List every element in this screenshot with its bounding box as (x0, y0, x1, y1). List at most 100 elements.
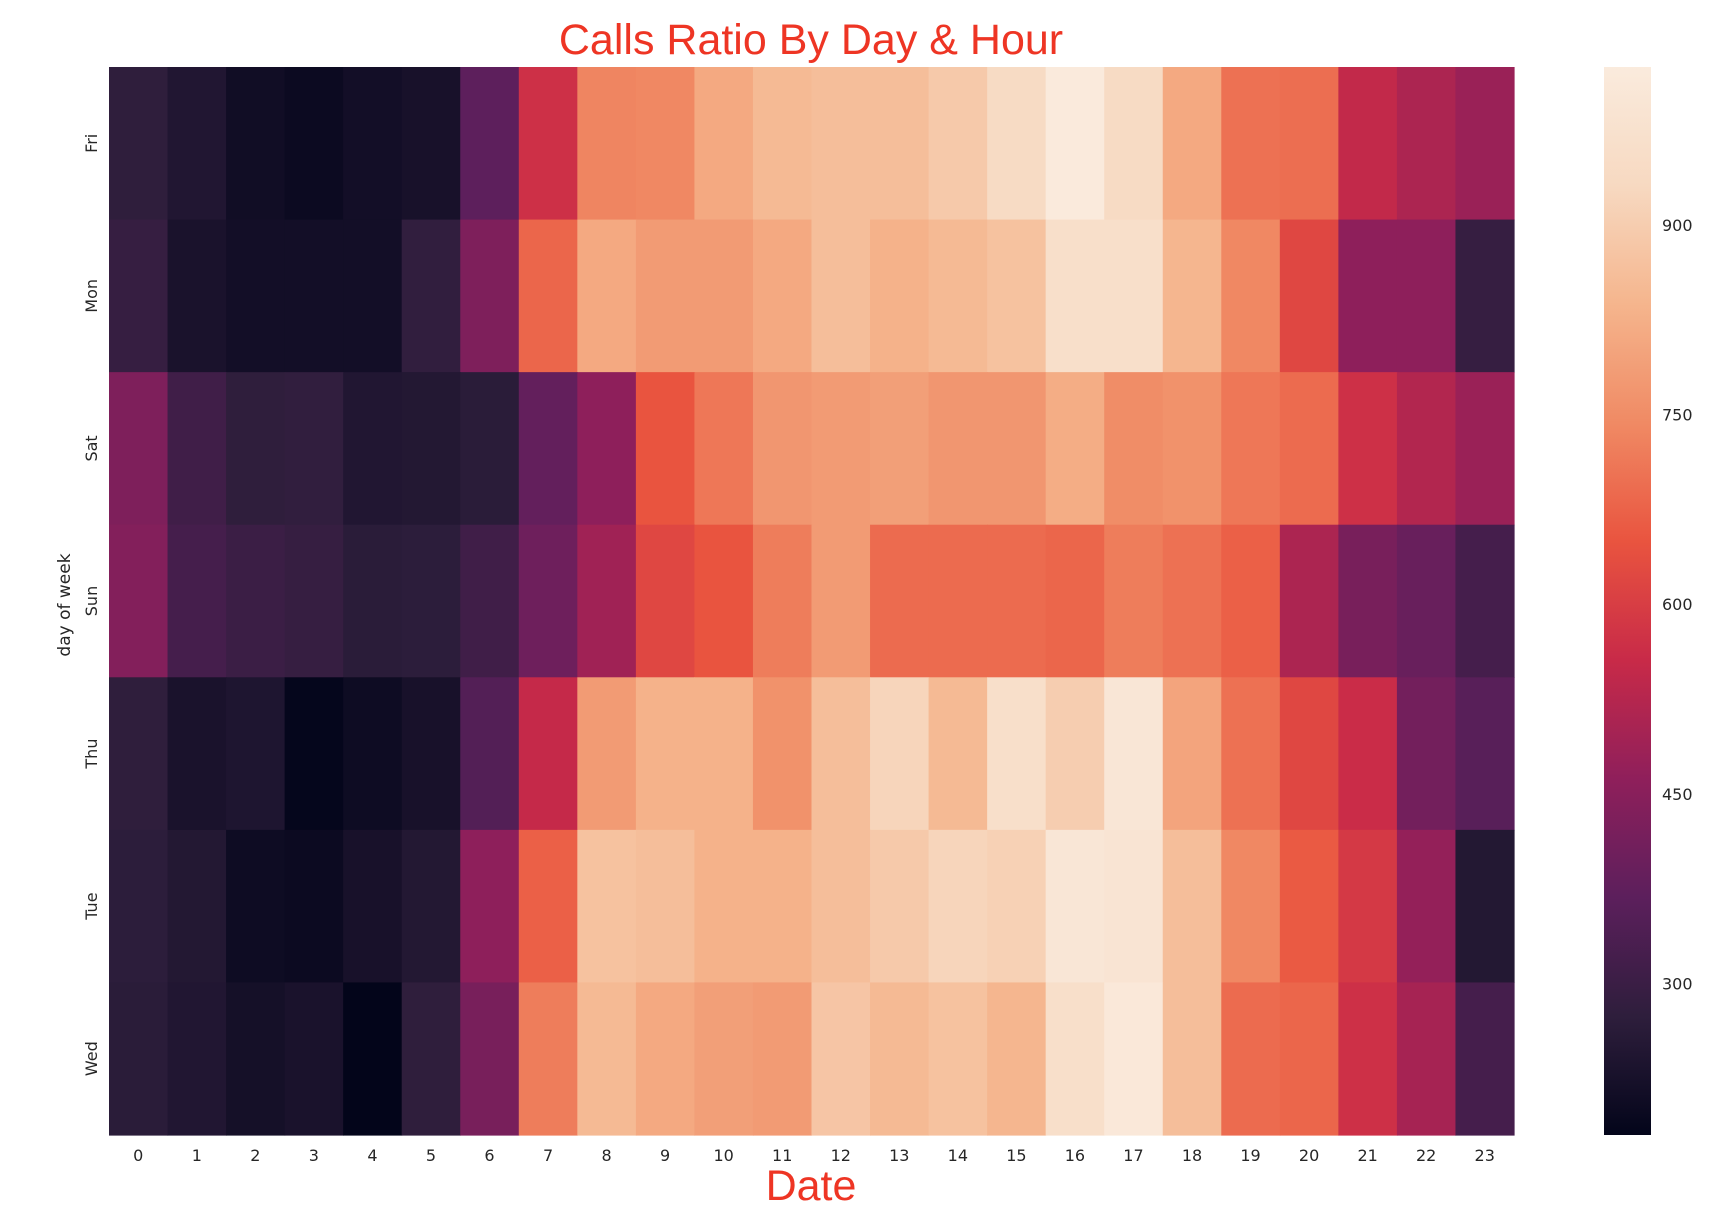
x-tick-label: 7 (543, 1146, 553, 1165)
heatmap-cell-tue-9 (635, 829, 696, 984)
y-tick-label: Wed (82, 1041, 101, 1076)
heatmap-cell-sun-11 (752, 524, 813, 678)
x-tick-label: 12 (831, 1146, 851, 1165)
heatmap-cell-sun-1 (167, 524, 227, 678)
heatmap-cell-sat-18 (1162, 372, 1222, 526)
heatmap-cell-thu-7 (518, 677, 578, 831)
heatmap-cell-sat-15 (987, 372, 1047, 526)
heatmap-cell-fri-20 (1279, 67, 1339, 221)
colorbar-tick-label: 900 (1662, 216, 1693, 235)
heatmap-cell-sun-6 (460, 524, 520, 678)
heatmap-cell-mon-1 (167, 219, 227, 373)
heatmap-cell-mon-8 (577, 219, 637, 373)
heatmap-cell-mon-9 (635, 219, 696, 373)
heatmap-cell-sun-12 (811, 524, 871, 678)
y-tick-label: Sun (82, 586, 101, 616)
heatmap-cell-fri-21 (1338, 67, 1398, 221)
heatmap-cell-thu-16 (1045, 677, 1105, 831)
y-tick-label: Thu (82, 739, 101, 770)
colorbar-gradient (1604, 67, 1651, 1135)
heatmap-cell-sat-13 (870, 372, 930, 526)
heatmap-cell-tue-8 (577, 829, 637, 984)
heatmap-cell-wed-19 (1221, 982, 1281, 1136)
heatmap-cell-tue-21 (1338, 829, 1398, 984)
x-tick-label: 20 (1299, 1146, 1319, 1165)
heatmap-cell-wed-20 (1279, 982, 1339, 1136)
heatmap-cell-mon-11 (752, 219, 813, 373)
x-tick-label: 6 (484, 1146, 494, 1165)
heatmap-cell-sun-17 (1104, 524, 1164, 678)
heatmap-cell-tue-15 (987, 829, 1047, 984)
heatmap-cell-fri-17 (1104, 67, 1164, 221)
heatmap-cell-thu-5 (401, 677, 461, 831)
y-tick-label: Tue (82, 892, 101, 920)
heatmap-cell-mon-19 (1221, 219, 1281, 373)
x-tick-label: 1 (192, 1146, 202, 1165)
heatmap-cell-fri-13 (870, 67, 930, 221)
heatmap-cell-wed-17 (1104, 982, 1164, 1136)
heatmap-cell-tue-19 (1221, 829, 1281, 984)
heatmap-cell-wed-7 (518, 982, 578, 1136)
heatmap-cell-mon-23 (1455, 219, 1515, 373)
colorbar-tick-label: 750 (1662, 406, 1693, 425)
heatmap-cell-mon-21 (1338, 219, 1398, 373)
heatmap-cell-thu-13 (870, 677, 930, 831)
heatmap-cell-wed-22 (1396, 982, 1457, 1136)
x-tick-label: 11 (772, 1146, 792, 1165)
x-tick-label: 21 (1357, 1146, 1377, 1165)
heatmap-cell-fri-5 (401, 67, 461, 221)
heatmap-cell-sat-16 (1045, 372, 1105, 526)
heatmap-cell-sun-23 (1455, 524, 1515, 678)
heatmap-cell-fri-9 (635, 67, 696, 221)
heatmap-cell-thu-11 (752, 677, 813, 831)
heatmap-cell-sun-21 (1338, 524, 1398, 678)
x-tick-label: 9 (660, 1146, 670, 1165)
heatmap-cell-sat-19 (1221, 372, 1281, 526)
heatmap-cell-tue-2 (226, 829, 286, 984)
x-tick-label: 0 (133, 1146, 143, 1165)
heatmap-cell-mon-22 (1396, 219, 1457, 373)
heatmap-cell-sun-4 (343, 524, 403, 678)
y-tick-label: Fri (82, 134, 101, 153)
heatmap-cell-fri-6 (460, 67, 520, 221)
heatmap-cell-thu-18 (1162, 677, 1222, 831)
heatmap-cell-thu-9 (635, 677, 696, 831)
heatmap-cell-tue-3 (284, 829, 344, 984)
heatmap-cell-thu-3 (284, 677, 344, 831)
heatmap-cell-wed-12 (811, 982, 871, 1136)
heatmap-cell-tue-14 (928, 829, 988, 984)
heatmap-cell-wed-14 (928, 982, 988, 1136)
heatmap-cell-wed-4 (343, 982, 403, 1136)
heatmap-cell-wed-16 (1045, 982, 1105, 1136)
heatmap-cell-sat-12 (811, 372, 871, 526)
heatmap-cell-sat-0 (109, 372, 169, 526)
x-tick-label: 8 (602, 1146, 612, 1165)
x-tick-label: 15 (1006, 1146, 1026, 1165)
x-tick-label: 10 (714, 1146, 734, 1165)
heatmap-cell-tue-22 (1396, 829, 1457, 984)
colorbar-tick-label: 600 (1662, 595, 1693, 614)
heatmap-cell-fri-16 (1045, 67, 1105, 221)
heatmap-cell-mon-17 (1104, 219, 1164, 373)
heatmap-cell-fri-12 (811, 67, 871, 221)
heatmap-cell-sun-13 (870, 524, 930, 678)
heatmap-cell-sun-0 (109, 524, 169, 678)
heatmap-cell-mon-2 (226, 219, 286, 373)
heatmap-cell-sat-5 (401, 372, 461, 526)
heatmap-cell-sun-9 (635, 524, 696, 678)
x-axis-ticks: 0 1 2 3 4 5 6 7 8 9 10 11 12 13 14 15 16 17 18 19 20 21 22 23 (133, 1146, 1495, 1165)
heatmap-cell-sat-14 (928, 372, 988, 526)
heatmap-cell-thu-1 (167, 677, 227, 831)
colorbar-ticks: 300 450 600 750 900 (1662, 216, 1693, 993)
heatmap-cell-tue-23 (1455, 829, 1515, 984)
heatmap-cell-sat-9 (635, 372, 696, 526)
heatmap-cell-fri-0 (109, 67, 169, 221)
heatmap-cell-sun-5 (401, 524, 461, 678)
chart-title: Calls Ratio By Day & Hour (559, 16, 1063, 64)
colorbar: 300 450 600 750 900 (1604, 67, 1693, 1135)
heatmap-cell-fri-23 (1455, 67, 1515, 221)
heatmap-cell-wed-15 (987, 982, 1047, 1136)
heatmap-cell-thu-17 (1104, 677, 1164, 831)
x-tick-label: 23 (1475, 1146, 1495, 1165)
